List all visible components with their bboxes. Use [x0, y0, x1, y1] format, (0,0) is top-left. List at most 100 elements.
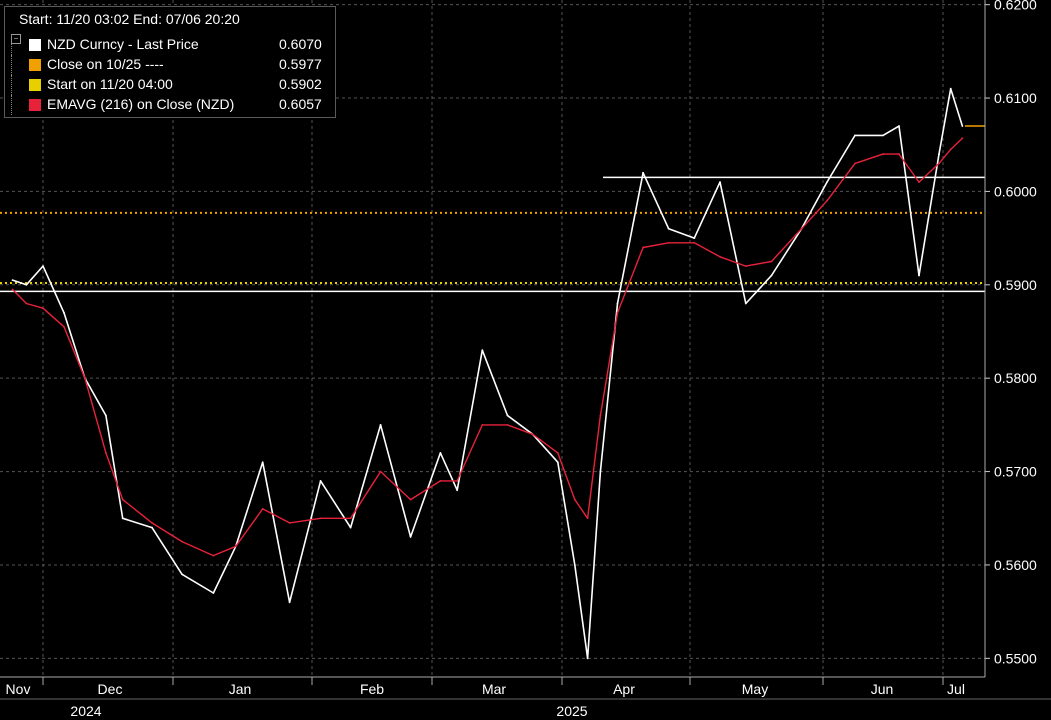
y-tick-label: 0.6000: [994, 183, 1037, 199]
series-point: [616, 311, 619, 314]
series-point: [42, 307, 44, 310]
series-point: [882, 153, 884, 155]
series-point: [481, 423, 484, 426]
series-point: [11, 279, 14, 282]
chart-legend: Start: 11/20 03:02 End: 07/06 20:20 − NZ…: [4, 6, 336, 118]
series-point: [770, 274, 773, 277]
series-point: [84, 377, 86, 380]
series-point: [456, 480, 459, 482]
legend-item-value: 0.6070: [279, 36, 322, 52]
series-point: [439, 451, 442, 454]
legend-item-start[interactable]: Start on 11/20 04:00 0.5902: [5, 75, 335, 95]
series-point: [898, 153, 900, 155]
x-tick-label: Jun: [871, 681, 894, 697]
series-point: [181, 573, 183, 576]
x-tick-label: Apr: [613, 681, 635, 697]
x-tick-label: Feb: [360, 681, 384, 697]
series-point: [151, 526, 153, 529]
x-axis: Nov Dec Jan Feb Mar Apr May Jun Jul 2024 2025: [0, 676, 1051, 719]
series-point: [586, 657, 589, 660]
series-point: [854, 134, 856, 137]
series-point: [42, 265, 44, 268]
series-point: [882, 134, 884, 137]
series-point: [234, 545, 237, 548]
series-point: [506, 414, 509, 417]
series-point: [667, 241, 670, 244]
series-point: [744, 265, 747, 268]
chart-series: [11, 87, 964, 660]
series-point: [556, 451, 559, 454]
series-point: [800, 227, 803, 230]
series-point: [949, 87, 952, 90]
series-point: [25, 283, 28, 286]
series-point: [63, 311, 65, 314]
legend-item-close[interactable]: Close on 10/25 ---- 0.5977: [5, 55, 335, 75]
legend-item-label: Start on 11/20 04:00: [47, 76, 173, 92]
x-tick-label: Jan: [229, 681, 252, 697]
x-tick-label: Mar: [482, 681, 506, 697]
series-point: [719, 181, 721, 183]
series-point: [667, 227, 670, 230]
y-tick-label: 0.5500: [994, 650, 1037, 666]
series-point: [349, 526, 352, 529]
series-point: [319, 517, 322, 520]
legend-item-emavg[interactable]: EMAVG (216) on Close (NZD) 0.6057: [5, 95, 335, 115]
series-point: [261, 508, 264, 510]
series-point: [599, 414, 602, 417]
series-point: [586, 517, 589, 520]
series-point: [599, 470, 602, 473]
series-point: [11, 288, 14, 291]
series-point: [961, 125, 964, 127]
x-tick-label: Nov: [6, 681, 31, 697]
series-point: [573, 564, 576, 566]
series-point: [261, 461, 264, 464]
series-point: [151, 522, 153, 524]
series-point: [961, 137, 964, 140]
series-point: [121, 498, 124, 501]
series-point: [949, 148, 952, 151]
series-point: [481, 349, 484, 352]
series-point: [770, 260, 773, 263]
series-point: [212, 554, 215, 557]
reference-lines: [0, 125, 985, 293]
series-point: [288, 522, 291, 524]
series-line: [12, 137, 963, 557]
y-axis: 0.5500 0.5600 0.5700 0.5800 0.5900 0.6000 0.61…: [984, 0, 1037, 677]
legend-item-value: 0.6057: [279, 96, 322, 112]
legend-item-label: NZD Curncy - Last Price: [47, 36, 199, 52]
y-tick-label: 0.6100: [994, 90, 1037, 106]
legend-swatch: [29, 79, 41, 91]
series-point: [693, 241, 696, 244]
series-point: [349, 517, 352, 520]
legend-item-label: Close on 10/25 ----: [47, 56, 164, 72]
y-tick-label: 0.5600: [994, 557, 1037, 573]
series-point: [105, 414, 107, 417]
series-point: [898, 125, 900, 127]
x-year-label: 2024: [70, 703, 101, 719]
series-point: [693, 237, 696, 240]
series-point: [456, 489, 459, 492]
series-point: [826, 181, 828, 183]
legend-item-label: EMAVG (216) on Close (NZD): [47, 96, 235, 112]
legend-item-last-price[interactable]: NZD Curncy - Last Price 0.6070: [5, 35, 335, 55]
series-line: [12, 87, 964, 660]
series-point: [938, 153, 940, 155]
series-point: [288, 601, 291, 604]
series-point: [63, 325, 65, 328]
series-point: [938, 162, 940, 165]
series-point: [719, 255, 721, 258]
legend-header: Start: 11/20 03:02 End: 07/06 20:20: [19, 11, 240, 27]
series-point: [409, 498, 412, 501]
series-point: [439, 480, 442, 482]
series-point: [573, 498, 576, 501]
series-point: [854, 162, 856, 165]
series-point: [181, 540, 183, 543]
legend-item-value: 0.5977: [279, 56, 322, 72]
series-point: [105, 451, 107, 454]
series-point: [744, 302, 747, 305]
legend-swatch: [29, 59, 41, 71]
legend-item-value: 0.5902: [279, 76, 322, 92]
series-point: [25, 302, 28, 305]
series-point: [506, 423, 509, 426]
y-tick-label: 0.5700: [994, 464, 1037, 480]
